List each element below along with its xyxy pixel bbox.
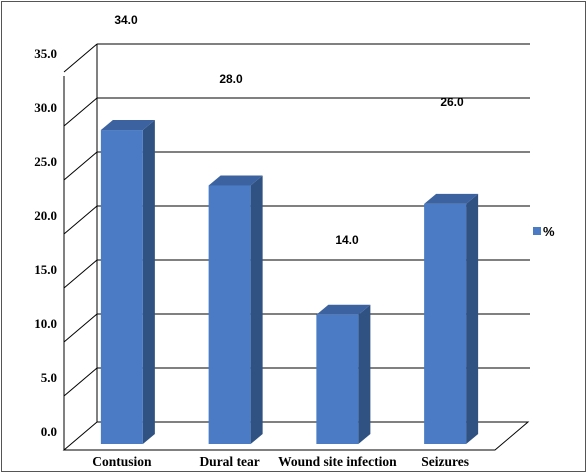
bar-top bbox=[424, 193, 479, 204]
bar-front bbox=[100, 130, 143, 444]
gridline-side bbox=[63, 97, 98, 127]
bar-front bbox=[316, 314, 359, 444]
y-tick-label: 15.0 bbox=[34, 262, 57, 277]
legend: % bbox=[533, 224, 555, 239]
y-tick-label: 35.0 bbox=[34, 46, 57, 61]
category-label: Wound site infection bbox=[278, 454, 397, 469]
y-tick-label: 25.0 bbox=[34, 154, 57, 169]
category-label: Dural tear bbox=[199, 454, 259, 469]
bar-front bbox=[208, 185, 251, 444]
y-tick-label: 5.0 bbox=[41, 370, 57, 385]
data-label: 28.0 bbox=[219, 72, 243, 86]
y-tick-label: 0.0 bbox=[41, 424, 57, 439]
legend-swatch bbox=[533, 227, 541, 235]
bar-top bbox=[100, 120, 155, 131]
gridline-side bbox=[63, 205, 98, 235]
legend-label: % bbox=[543, 224, 555, 239]
chart-floor bbox=[62, 421, 530, 451]
bar-1 bbox=[100, 120, 155, 444]
gridline-side bbox=[63, 313, 98, 343]
bar-front bbox=[424, 203, 467, 444]
bar-side bbox=[466, 193, 479, 444]
data-label: 26.0 bbox=[440, 95, 464, 109]
category-label: Contusion bbox=[92, 454, 152, 469]
bar-top bbox=[316, 304, 371, 315]
bar-side bbox=[142, 120, 155, 444]
category-label: Seizures bbox=[421, 454, 469, 469]
data-labels: 34.0 28.0 14.0 26.0 bbox=[114, 13, 464, 247]
bar-side bbox=[358, 304, 371, 444]
x-axis-categories: Contusion Dural tear Wound site infection S… bbox=[92, 454, 469, 469]
gridline-side bbox=[63, 259, 98, 289]
y-axis-ticks: 0.0 5.0 10.0 15.0 20.0 25.0 30.0 35.0 bbox=[34, 46, 57, 439]
data-label: 14.0 bbox=[335, 233, 359, 247]
data-label: 34.0 bbox=[114, 13, 138, 27]
gridline-side bbox=[63, 367, 98, 397]
bar-top bbox=[208, 175, 263, 186]
y-tick-label: 10.0 bbox=[34, 316, 57, 331]
y-tick-label: 30.0 bbox=[34, 100, 57, 115]
y-tick-label: 20.0 bbox=[34, 208, 57, 223]
bar-2 bbox=[208, 175, 263, 444]
bar-3 bbox=[316, 304, 371, 444]
gridline-side bbox=[63, 43, 98, 73]
bar-side bbox=[250, 175, 263, 444]
bars bbox=[100, 120, 479, 444]
gridline-side bbox=[63, 151, 98, 181]
bar-4 bbox=[424, 193, 479, 444]
